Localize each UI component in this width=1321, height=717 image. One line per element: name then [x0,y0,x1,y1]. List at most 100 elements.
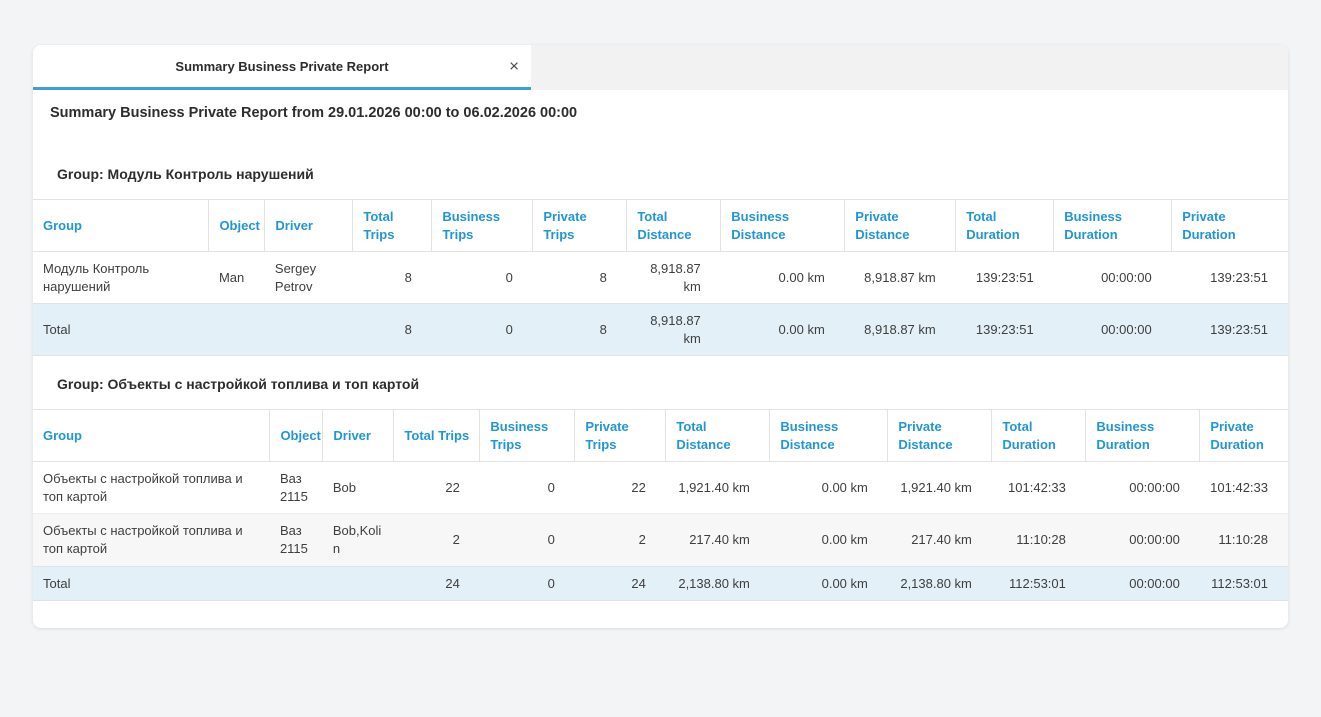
total-cell: 8,918.87 km [626,303,721,357]
total-cell: 00:00:00 [1085,565,1200,602]
tab-bar: Summary Business Private Report × [33,45,1288,90]
column-header-group[interactable]: Group [33,199,210,253]
group-heading: Group: Модуль Контроль нарушений [57,166,314,183]
column-header-total-distance[interactable]: Total Distance [665,409,771,463]
total-cell: 2,138.80 km [665,565,770,602]
table-cell: Ваз 2115 [269,513,323,567]
table-cell: 2 [393,513,480,567]
report-group: Group: Объекты с настройкой топлива и то… [33,376,1288,602]
tab-summary-business-private-report[interactable]: Summary Business Private Report × [33,45,531,90]
total-row: Total 8 0 8 8,918.87 km 0.00 km 8,918.87 km 139… [33,303,1288,357]
tab-label: Summary Business Private Report [175,58,389,74]
table-cell: 8,918.87 km [864,270,936,286]
table-cell: 217.40 km [665,513,770,567]
total-cell: 2,138.80 km [887,565,992,602]
total-cell: 0 [431,303,533,357]
table-row: Модуль Контроль нарушений Man Sergey Petro… [33,252,1288,304]
table-cell: Man [218,270,245,286]
report-card: Summary Business Private Report × Summar… [33,45,1288,628]
column-header-total-distance[interactable]: Total Distance [626,199,722,253]
table-cell: 00:00:00 [1085,513,1200,567]
column-header-private-distance[interactable]: Private Distance [844,199,957,253]
total-cell [208,303,265,357]
column-header-driver[interactable]: Driver [322,409,395,463]
total-cell [269,565,323,602]
table-cell: 0 [547,480,555,496]
table-cell: 8,918.87 km [650,261,701,294]
table-cell: 11:10:28 [991,513,1086,567]
table-cell: 101:42:33 [1210,480,1268,496]
table-cell: 1,921.40 km [900,480,972,496]
table-cell: 22 [445,480,460,496]
column-header-private-duration[interactable]: Private Duration [1171,199,1288,253]
column-header-total-trips[interactable]: Total Trips [393,409,481,463]
column-header-group[interactable]: Group [33,409,271,463]
total-cell: 0 [479,565,575,602]
column-header-business-distance[interactable]: Business Distance [720,199,846,253]
table-cell: 8 [404,270,412,286]
total-cell: Total [33,565,270,602]
total-row: Total 24 0 24 2,138.80 km 0.00 km 2,138.80 km 1… [33,565,1288,602]
table-cell: 0.00 km [778,270,825,286]
report-title: Summary Business Private Report from 29.… [50,105,578,121]
report-group: Group: Модуль Контроль нарушений Group Ob… [33,166,1288,357]
table-cell: Bob,Kolin [322,513,394,567]
total-cell: 24 [393,565,480,602]
table-cell: Bob [332,480,357,496]
total-cell: 8 [352,303,432,357]
column-header-business-trips[interactable]: Business Trips [479,409,576,463]
table-cell: 0.00 km [769,513,888,567]
total-cell [264,303,353,357]
table-cell: 139:23:51 [1210,270,1268,286]
total-cell: 0.00 km [769,565,888,602]
report-table: Group Object Driver Total Trips Business Tri… [33,409,1288,602]
report-groups: Group: Модуль Контроль нарушений Group Ob… [33,166,1288,602]
table-cell: 00:00:00 [1101,270,1152,286]
total-cell: 139:23:51 [1171,303,1288,357]
group-heading: Group: Объекты с настройкой топлива и то… [57,376,420,393]
table-cell: 11:10:28 [1199,513,1288,567]
table-cell: 1,921.40 km [678,480,750,496]
total-cell: 139:23:51 [955,303,1054,357]
column-header-object[interactable]: Object [208,199,266,253]
total-cell: 0.00 km [720,303,845,357]
table-cell: Объекты с настройкой топлива и топ карто… [33,513,270,567]
column-header-business-duration[interactable]: Business Duration [1085,409,1201,463]
column-header-total-trips[interactable]: Total Trips [352,199,433,253]
column-header-object[interactable]: Object [269,409,324,463]
total-cell: 112:53:01 [1199,565,1288,602]
table-cell: Объекты с настройкой топлива и топ карто… [43,471,243,504]
total-cell: 24 [574,565,666,602]
table-cell: 217.40 km [887,513,992,567]
tab-bar-empty-area [531,45,1288,90]
table-cell: 101:42:33 [1008,480,1066,496]
column-header-total-duration[interactable]: Total Duration [955,199,1055,253]
table-cell: 0.00 km [821,480,868,496]
total-cell [322,565,394,602]
table-cell: 00:00:00 [1129,480,1180,496]
column-header-business-distance[interactable]: Business Distance [769,409,889,463]
column-header-driver[interactable]: Driver [264,199,354,253]
column-header-private-trips[interactable]: Private Trips [574,409,667,463]
table-header-row: Group Object Driver Total Trips Business Tri… [33,199,1288,253]
table-cell: Ваз 2115 [279,471,308,504]
column-header-private-distance[interactable]: Private Distance [887,409,993,463]
table-header-row: Group Object Driver Total Trips Business Tri… [33,409,1288,463]
table-cell: 0 [479,513,575,567]
total-cell: 8 [532,303,627,357]
total-cell: 8,918.87 km [844,303,956,357]
column-header-private-duration[interactable]: Private Duration [1199,409,1288,463]
column-header-total-duration[interactable]: Total Duration [991,409,1087,463]
table-row: Объекты с настройкой топлива и топ карто… [33,513,1288,567]
table-cell: 22 [631,480,646,496]
column-header-private-trips[interactable]: Private Trips [532,199,628,253]
total-cell: 00:00:00 [1053,303,1172,357]
table-cell: Модуль Контроль нарушений [43,261,150,294]
column-header-business-trips[interactable]: Business Trips [431,199,534,253]
table-cell: 8 [599,270,607,286]
report-table: Group Object Driver Total Trips Business Tri… [33,199,1288,357]
total-cell: 112:53:01 [991,565,1086,602]
close-icon[interactable]: × [509,56,519,76]
column-header-business-duration[interactable]: Business Duration [1053,199,1173,253]
table-cell: 0 [505,270,513,286]
